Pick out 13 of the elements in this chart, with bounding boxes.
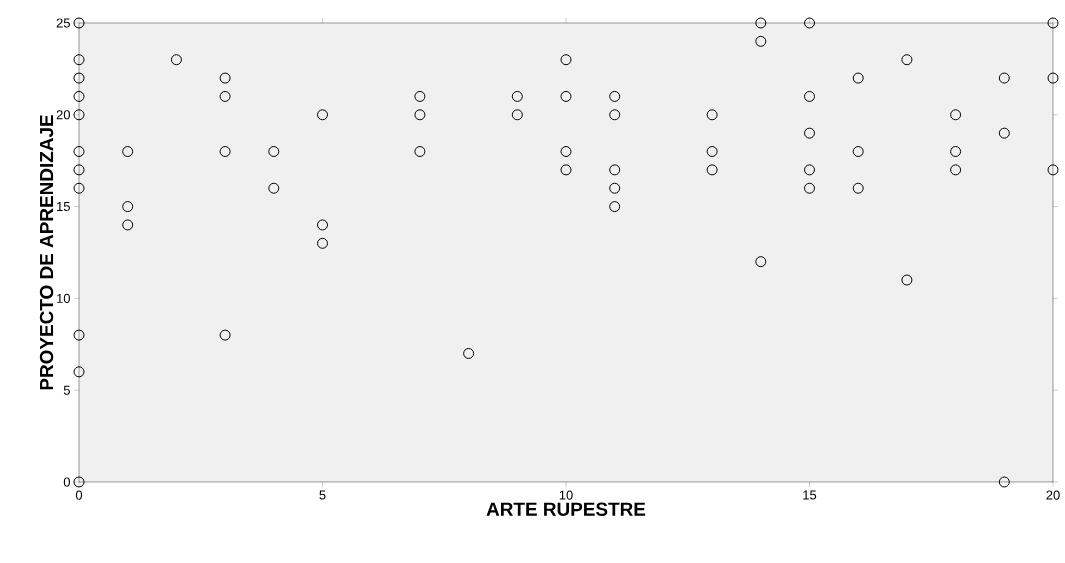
x-tick-label: 0 <box>75 490 83 500</box>
x-tick-label: 10 <box>559 490 573 500</box>
y-tick-label: 0 <box>63 477 70 487</box>
x-tick-label: 20 <box>1046 490 1060 500</box>
y-tick-label: 20 <box>56 110 70 120</box>
y-tick-label: 5 <box>63 385 70 395</box>
x-tick-label: 5 <box>319 490 326 500</box>
y-tick-label: 25 <box>56 18 70 28</box>
y-tick-label: 15 <box>57 202 70 212</box>
x-tick-label: 15 <box>803 490 817 500</box>
y-tick-label: 10 <box>57 293 70 303</box>
x-axis-title: ARTE RUPESTRE <box>486 502 646 516</box>
y-axis-title: PROYECTO DE APRENDIZAJE <box>39 115 54 390</box>
